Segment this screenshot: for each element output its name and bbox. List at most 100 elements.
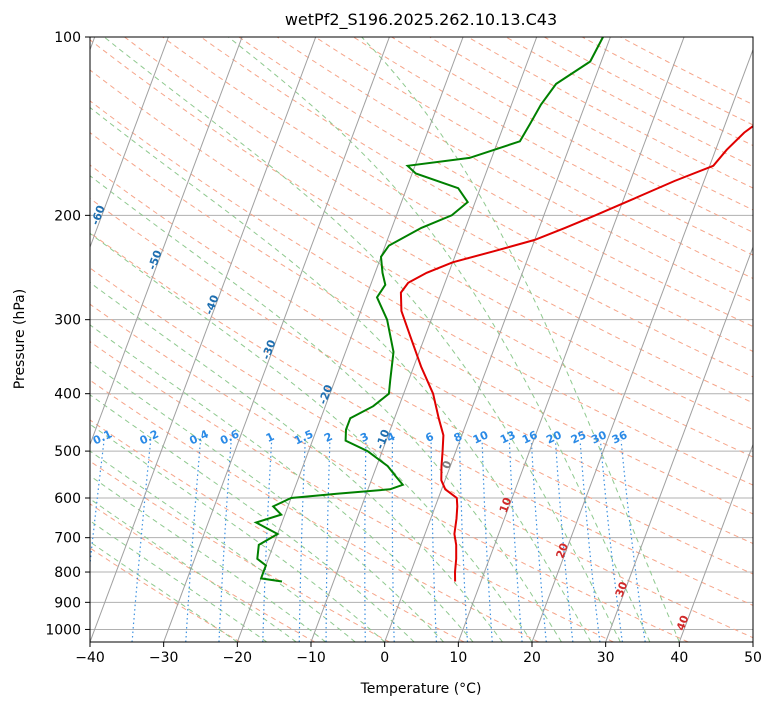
mixing-ratio-line xyxy=(430,440,437,642)
mixing-ratio-label: 1 xyxy=(264,430,276,445)
isotherm-line xyxy=(163,37,390,642)
dry-adiabat xyxy=(200,37,753,352)
x-tick-label: −30 xyxy=(149,650,179,666)
mixing-ratio-label: 20 xyxy=(544,428,564,446)
dry-adiabat xyxy=(90,267,753,639)
dry-adiabat xyxy=(90,341,614,642)
dry-adiabat xyxy=(90,547,241,642)
mixing-ratio-label: 0.6 xyxy=(218,427,241,447)
y-tick-label: 100 xyxy=(54,30,81,46)
moist-adiabat xyxy=(90,394,415,642)
mixing-ratio-line xyxy=(262,440,273,642)
dry-adiabat xyxy=(90,39,753,431)
x-tick-label: −20 xyxy=(223,650,253,666)
dry-adiabat xyxy=(543,37,753,147)
mixing-ratio-line xyxy=(298,440,306,642)
mixing-ratio-label: 0.4 xyxy=(187,427,210,447)
isotherm-label: 10 xyxy=(497,495,515,514)
y-tick-label: 500 xyxy=(54,444,81,460)
x-tick-label: 0 xyxy=(380,650,389,666)
moist-adiabat xyxy=(90,423,386,642)
mixing-ratio-label: 25 xyxy=(569,428,588,446)
dewpoint-trace xyxy=(253,37,604,583)
mixing-ratio-label: 16 xyxy=(520,428,540,446)
dry-adiabat xyxy=(90,379,540,642)
moist-adiabat xyxy=(361,37,680,642)
mixing-ratio-line xyxy=(579,440,601,642)
dry-adiabat xyxy=(90,197,753,575)
dry-adiabat xyxy=(276,37,753,303)
x-axis-label: Temperature (°C) xyxy=(360,681,482,697)
y-tick-label: 400 xyxy=(54,387,81,403)
x-tick-label: −10 xyxy=(296,650,326,666)
x-tick-label: 10 xyxy=(449,650,467,666)
axis-ticks: −40 −30 −20 −10 0 10 20 30 40 5010020030040050060… xyxy=(45,30,762,666)
x-tick-label: 30 xyxy=(597,650,615,666)
moist-adiabat xyxy=(90,361,444,642)
moist-adiabat xyxy=(90,541,238,642)
isotherm-line xyxy=(90,37,243,446)
moist-adiabat xyxy=(90,498,297,642)
mixing-ratio-line xyxy=(131,440,152,642)
y-tick-label: 600 xyxy=(54,491,81,507)
y-tick-label: 900 xyxy=(54,595,81,611)
isotherm-label: 20 xyxy=(554,541,572,560)
dry-adiabat xyxy=(90,100,753,486)
mixing-ratio-line xyxy=(599,440,623,642)
mixing-ratio-line xyxy=(620,440,646,642)
dry-adiabat xyxy=(90,232,753,606)
mixing-ratio-label: 3 xyxy=(358,430,370,445)
y-tick-label: 800 xyxy=(54,565,81,581)
moist-adiabat xyxy=(90,281,503,642)
mixing-ratio-line xyxy=(458,440,469,642)
chart-title: wetPf2_S196.2025.262.10.13.C43 xyxy=(285,10,557,30)
dry-adiabat xyxy=(90,460,390,642)
isotherm-label: -70 xyxy=(32,158,51,181)
x-tick-label: 20 xyxy=(523,650,541,666)
mixing-ratio-line xyxy=(391,440,395,642)
moist-adiabat xyxy=(90,175,562,642)
moist-adiabat xyxy=(90,324,474,642)
dry-adiabat xyxy=(90,503,315,642)
isotherm-line xyxy=(531,48,753,642)
isotherm-line xyxy=(90,37,169,249)
moist-adiabat xyxy=(228,37,651,642)
mixing-ratio-line xyxy=(364,440,367,642)
mixing-ratio-line xyxy=(90,440,105,569)
moist-adiabat xyxy=(90,106,592,642)
moist-adiabat xyxy=(103,37,621,642)
mixing-ratio-line xyxy=(218,440,232,642)
y-tick-label: 300 xyxy=(54,313,81,329)
moist-adiabat xyxy=(90,232,533,642)
dry-adiabat xyxy=(505,37,753,168)
mixing-ratio-label: 10 xyxy=(471,428,491,446)
dry-adiabat xyxy=(314,37,753,279)
y-tick-label: 700 xyxy=(54,531,81,547)
mixing-ratio-label: 1.5 xyxy=(292,427,315,447)
temperature-trace xyxy=(399,124,753,582)
dry-adiabat xyxy=(162,37,753,378)
y-tick-label: 200 xyxy=(54,208,81,224)
isotherm-label: 40 xyxy=(674,613,692,632)
x-tick-label: 50 xyxy=(744,650,762,666)
moist-adiabat xyxy=(90,450,356,642)
dry-adiabat xyxy=(90,303,689,642)
dry-adiabat xyxy=(124,37,753,404)
mixing-ratio-line xyxy=(508,440,523,642)
dry-adiabat xyxy=(238,37,753,328)
isotherm-line xyxy=(236,37,464,642)
x-tick-label: −40 xyxy=(75,650,105,666)
mixing-ratio-label: 2 xyxy=(322,430,334,445)
dry-adiabat xyxy=(90,164,753,545)
mixing-ratio-label: 0.1 xyxy=(91,427,114,447)
isotherm-line xyxy=(678,443,753,642)
isotherm-line xyxy=(384,37,611,642)
x-tick-label: 40 xyxy=(670,650,688,666)
dry-adiabat xyxy=(391,37,753,233)
mixing-ratio-line xyxy=(185,440,202,642)
moist-adiabat xyxy=(90,520,268,642)
isotherm-line xyxy=(605,245,753,642)
isotherm-line xyxy=(457,37,685,642)
mixing-ratio-label: 6 xyxy=(423,430,436,445)
